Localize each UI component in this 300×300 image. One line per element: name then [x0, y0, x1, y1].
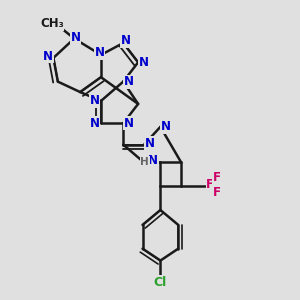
Text: N: N — [124, 117, 134, 130]
Text: N: N — [161, 120, 171, 133]
Text: N: N — [94, 46, 104, 59]
Text: CH₃: CH₃ — [40, 17, 64, 30]
Text: F: F — [213, 186, 221, 199]
Text: N: N — [71, 31, 81, 44]
Text: H: H — [140, 157, 149, 166]
Text: Cl: Cl — [154, 276, 167, 289]
Text: N: N — [121, 34, 130, 47]
Text: F: F — [213, 171, 221, 184]
Text: N: N — [89, 94, 99, 107]
Text: N: N — [148, 154, 158, 166]
Text: N: N — [124, 75, 134, 88]
Text: N: N — [139, 56, 148, 69]
Text: F: F — [206, 178, 214, 191]
Text: N: N — [43, 50, 53, 63]
Text: N: N — [89, 117, 99, 130]
Text: N: N — [144, 137, 154, 150]
